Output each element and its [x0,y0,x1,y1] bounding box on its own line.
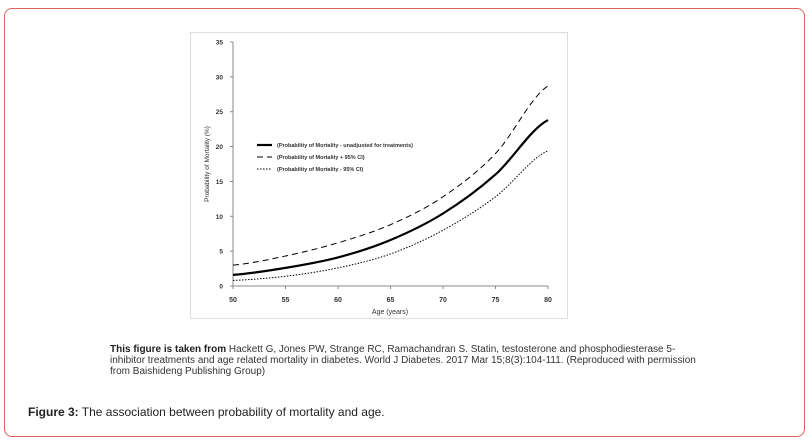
x-tick-label: 50 [229,297,237,304]
y-tick-label: 35 [216,40,224,47]
figure-frame [4,8,805,437]
legend-label: (Probability of Mortality - unadjusted f… [277,143,413,149]
x-tick-label: 75 [492,297,500,304]
legend-label: (Probability of Mortality + 95% CI) [277,155,365,161]
figure-caption: Figure 3: The association between probab… [28,405,385,419]
y-tick-label: 20 [216,144,224,151]
series-line-dashed [232,85,549,266]
legend-label: (Probability of Mortality - 95% CI) [277,167,363,173]
y-tick-label: 25 [216,109,224,116]
source-lead: This figure is taken from [110,344,227,355]
y-tick-label: 5 [219,249,223,256]
y-tick-label: 10 [216,214,224,221]
caption-text: The association between probability of m… [78,405,385,419]
series-line-solid [232,119,549,276]
x-tick-label: 65 [387,297,395,304]
chart-image [190,32,568,319]
y-tick-label: 15 [216,179,224,186]
x-tick-label: 80 [544,297,552,304]
x-tick-label: 70 [439,297,447,304]
x-tick-label: 60 [334,297,342,304]
source-text: Hackett G, Jones PW, Strange RC, Ramacha… [110,344,696,377]
y-tick-label: 0 [219,284,223,291]
y-tick-label: 30 [216,74,224,81]
x-tick-label: 55 [282,297,290,304]
series-line-dotted [232,150,549,281]
caption-label: Figure 3: [28,405,79,419]
x-axis-label: Age (years) [372,309,408,316]
y-axis-label: Probability of Mortality (%) [204,126,211,202]
figure-source: This figure is taken from Hackett G, Jon… [110,344,710,377]
